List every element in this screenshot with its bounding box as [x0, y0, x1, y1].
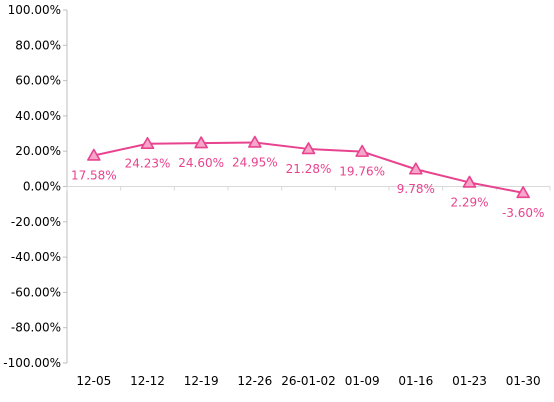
y-axis: 100.00% 80.00% 60.00% 40.00% 20.00% 0.00% -20.… — [3, 3, 68, 370]
x-tick-label: 01-30 — [506, 374, 541, 388]
x-tick-label: 01-16 — [398, 374, 433, 388]
data-point-marker — [194, 136, 208, 149]
x-tick-label: 01-23 — [452, 374, 487, 388]
data-label: 24.95% — [232, 155, 278, 169]
y-tick-label: 60.00% — [15, 74, 61, 88]
y-tick-label: -80.00% — [11, 321, 61, 335]
data-label: 9.78% — [397, 182, 435, 196]
y-tick-label: 20.00% — [15, 144, 61, 158]
data-point-marker — [140, 136, 155, 150]
x-tick-label: 01-09 — [345, 374, 380, 388]
x-tick-label: 12-19 — [184, 374, 219, 388]
y-tick-label: 80.00% — [15, 38, 61, 52]
series-layer — [87, 135, 530, 199]
data-label: 24.60% — [178, 156, 224, 170]
y-tick-label: -20.00% — [11, 215, 61, 229]
y-tick-label: -40.00% — [11, 250, 61, 264]
y-tick-label: -100.00% — [3, 356, 61, 370]
data-point-marker — [248, 135, 262, 148]
data-point-marker — [516, 186, 530, 199]
data-point-marker — [355, 144, 369, 157]
y-tick-label: -60.00% — [11, 285, 61, 299]
x-axis: 12-05 12-12 12-19 12-26 26-01-02 01-09 01-16 01… — [66, 186, 551, 388]
x-tick-label: 12-05 — [76, 374, 111, 388]
x-tick-label: 12-12 — [130, 374, 165, 388]
data-label: 2.29% — [450, 195, 488, 209]
data-point-marker — [462, 175, 477, 188]
data-label: 24.23% — [125, 157, 171, 171]
data-point-marker — [409, 162, 423, 175]
x-tick-label: 26-01-02 — [281, 374, 335, 388]
y-tick-label: 40.00% — [15, 109, 61, 123]
y-tick-label: 100.00% — [8, 3, 61, 17]
data-labels: 17.58% 24.23% 24.60% 24.95% 21.28% 19.76% 9.78… — [71, 155, 544, 219]
data-label: -3.60% — [502, 206, 544, 220]
data-point-marker — [301, 142, 316, 155]
y-tick-label: 0.00% — [23, 180, 61, 194]
x-tick-label: 12-26 — [237, 374, 272, 388]
data-label: 17.58% — [71, 168, 117, 182]
data-label: 19.76% — [339, 165, 385, 179]
data-point-marker — [87, 148, 101, 161]
data-label: 21.28% — [286, 162, 332, 176]
